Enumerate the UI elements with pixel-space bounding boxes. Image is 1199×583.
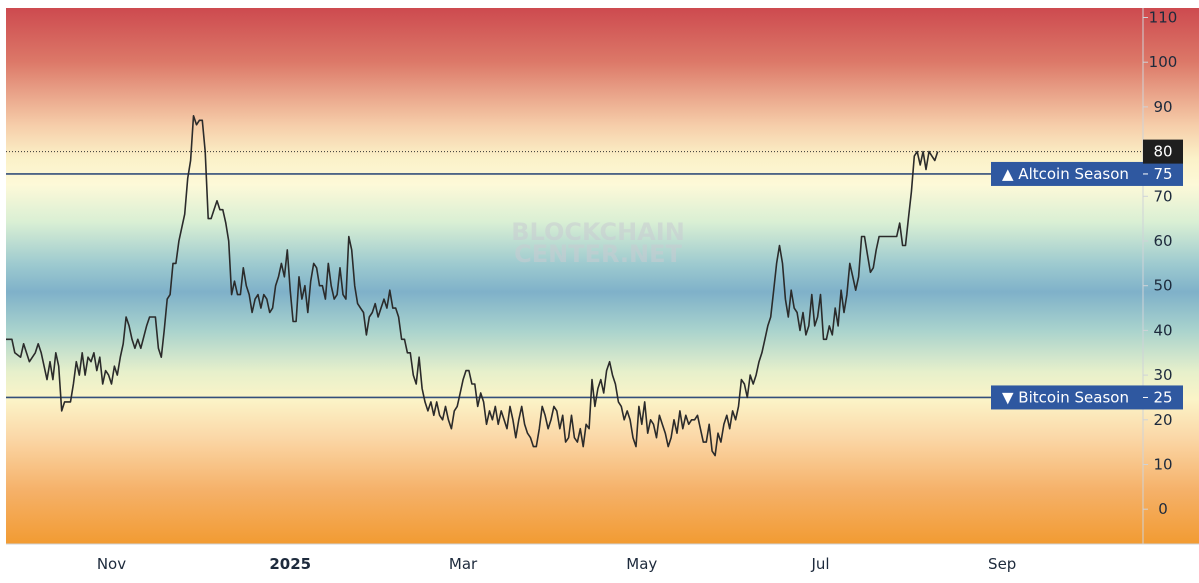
reference-badge-box bbox=[991, 161, 1183, 186]
reference-badges: ▲ Altcoin Season 75 ▼ Bitcoin Season 25 bbox=[991, 161, 1183, 410]
reference-badge-label: ▼ Bitcoin Season bbox=[1002, 388, 1129, 406]
y-tick-label: 40 bbox=[1153, 321, 1172, 339]
right-axis-background bbox=[1143, 8, 1199, 544]
altcoin-index-line bbox=[6, 115, 939, 457]
y-tick-label: 70 bbox=[1153, 187, 1172, 205]
watermark-line-2: CENTER.NET bbox=[514, 240, 682, 268]
watermark: BLOCKCHAIN CENTER.NET bbox=[511, 218, 685, 268]
plot-background bbox=[6, 8, 1143, 544]
x-tick-label: Sep bbox=[988, 555, 1016, 573]
y-axis-ticks: 0 10 20 30 40 50 60 70 90 100 110 bbox=[1143, 9, 1178, 518]
x-tick-label: 2025 bbox=[269, 555, 311, 573]
reference-badge-value: 75 bbox=[1153, 165, 1172, 183]
reference-badge-value: 25 bbox=[1153, 388, 1172, 406]
y-tick-label: 20 bbox=[1153, 411, 1172, 429]
y-tick-label: 100 bbox=[1149, 53, 1178, 71]
x-tick-label: Nov bbox=[97, 555, 126, 573]
y-tick-label: 0 bbox=[1158, 500, 1168, 518]
x-axis-background bbox=[0, 544, 1199, 583]
watermark-line-1: BLOCKCHAIN bbox=[511, 218, 685, 246]
y-tick-label: 110 bbox=[1149, 9, 1178, 27]
reference-lines bbox=[6, 173, 1143, 399]
x-tick-label: Mar bbox=[449, 555, 478, 573]
y-tick-label: 50 bbox=[1153, 277, 1172, 295]
y-tick-label: 30 bbox=[1153, 366, 1172, 384]
reference-badge-box bbox=[991, 385, 1183, 410]
x-axis-ticks: Nov 2025 Mar May Jul Sep bbox=[97, 555, 1017, 573]
y-tick-label: 60 bbox=[1153, 232, 1172, 250]
x-tick-label: May bbox=[626, 555, 657, 573]
x-tick-label: Jul bbox=[810, 555, 829, 573]
y-tick-label: 90 bbox=[1153, 98, 1172, 116]
current-value-badge-box bbox=[1143, 139, 1183, 164]
y-tick-label: 10 bbox=[1153, 456, 1172, 474]
current-value-label: 80 bbox=[1153, 143, 1172, 161]
current-value-badge: 80 bbox=[1143, 139, 1183, 164]
reference-badge-label: ▲ Altcoin Season bbox=[1002, 165, 1129, 183]
